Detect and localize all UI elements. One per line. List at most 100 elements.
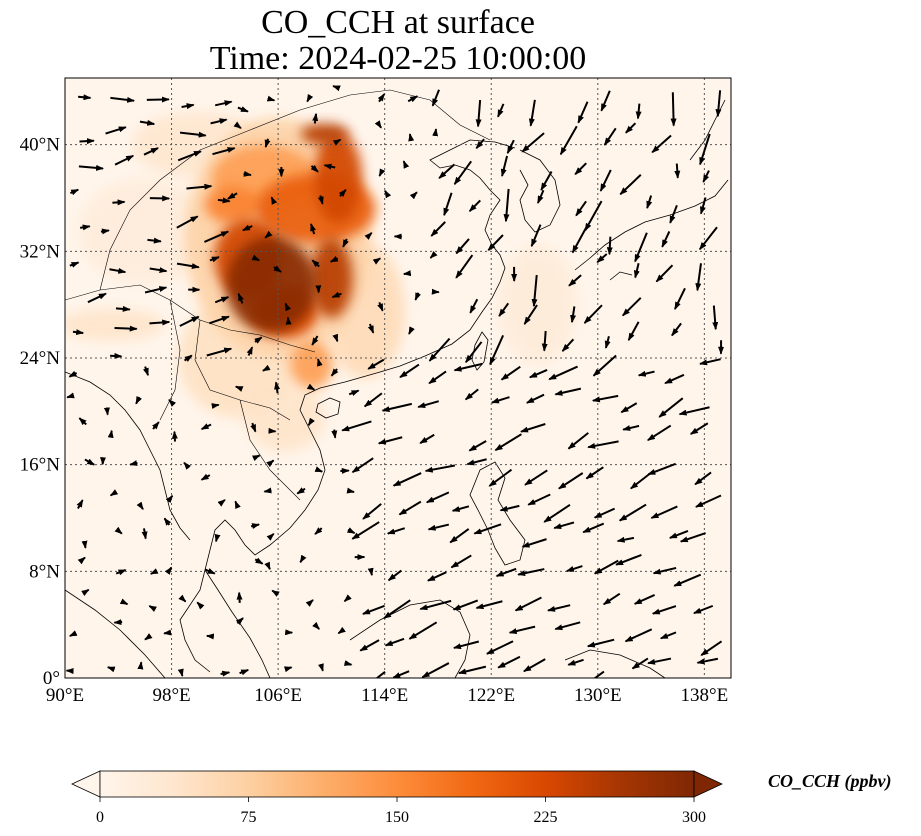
wind-arrow (72, 329, 85, 336)
wind-arrow (561, 338, 575, 352)
wind-arrow (81, 540, 88, 549)
wind-arrow (615, 553, 642, 566)
wind-arrow (377, 436, 403, 445)
wind-arrow (473, 523, 502, 535)
wind-arrow (236, 591, 243, 603)
wind-arrow (299, 554, 307, 564)
wind-arrow (149, 267, 168, 274)
wind-arrow (200, 473, 211, 481)
wind-arrow (634, 232, 648, 263)
wind-arrow (528, 368, 548, 379)
wind-arrow (637, 370, 655, 377)
wind-arrow (178, 594, 187, 603)
wind-arrow (661, 230, 671, 248)
wind-arrow (264, 230, 273, 239)
colorbar-min-extension (71, 770, 101, 798)
wind-arrow (181, 103, 195, 110)
korea-outline (519, 149, 561, 233)
wind-arrow (312, 112, 319, 124)
wind-arrow (514, 596, 542, 612)
wind-arrow (674, 287, 686, 310)
wind-arrow (699, 358, 721, 366)
wind-arrow (419, 433, 435, 444)
wind-arrow (317, 195, 324, 205)
wind-arrow (449, 528, 470, 544)
wind-arrow (109, 267, 127, 274)
wind-arrow (669, 204, 678, 224)
wind-arrow (341, 420, 372, 432)
wind-arrow (78, 94, 92, 101)
wind-arrow (408, 621, 438, 640)
wind-arrow (183, 354, 193, 362)
wind-arrow (79, 224, 91, 231)
wind-arrow (450, 554, 472, 569)
wind-arrow (425, 491, 450, 504)
wind-arrow (497, 103, 505, 118)
wind-arrow (567, 432, 589, 450)
wind-arrow (306, 383, 316, 391)
wind-arrow (399, 363, 420, 379)
wind-arrow (453, 640, 480, 650)
wind-arrow (242, 224, 253, 232)
wind-arrow (69, 261, 80, 268)
wind-arrow (206, 347, 233, 357)
wind-arrow (346, 527, 356, 535)
wind-arrow (113, 619, 123, 626)
map-frame (64, 77, 732, 679)
chart-title-line-1: CO_CCH at surface (261, 4, 535, 41)
wind-arrow (77, 556, 86, 565)
wind-arrow (567, 658, 584, 666)
wind-arrow (196, 601, 205, 610)
wind-arrow (386, 527, 406, 535)
wind-arrow (81, 588, 90, 597)
wind-arrow (381, 402, 413, 413)
wind-arrow (453, 160, 472, 185)
wind-arrow (112, 199, 126, 206)
wind-arrow (311, 259, 320, 268)
wind-arrow (271, 589, 280, 597)
wind-arrow (237, 106, 249, 113)
wind-arrow (599, 169, 612, 192)
wind-arrow (210, 118, 228, 125)
concentration-field (65, 111, 578, 452)
wind-arrow (408, 133, 415, 142)
wind-arrow (183, 461, 191, 470)
wind-arrow (176, 262, 200, 270)
wind-arrow (527, 493, 551, 506)
wind-arrow (698, 226, 718, 251)
wind-arrow (177, 668, 184, 677)
wind-arrow (536, 189, 545, 204)
wind-arrow (164, 566, 173, 575)
wind-arrow (700, 640, 723, 657)
wind-arrow (475, 600, 503, 610)
wind-arrow (331, 429, 338, 439)
wind-arrow (312, 621, 320, 630)
wind-arrow (428, 370, 447, 385)
wind-arrow (263, 487, 272, 494)
wind-arrow (679, 532, 706, 543)
wind-arrow (541, 330, 548, 352)
wind-arrow (553, 521, 575, 530)
concentration-plume (226, 236, 317, 333)
wind-arrow (367, 567, 374, 577)
wind-arrow (363, 392, 383, 408)
wind-arrow (402, 160, 410, 169)
wind-arrow (671, 322, 682, 337)
wind-arrow (559, 125, 578, 156)
wind-arrow (455, 254, 474, 279)
wind-arrow (141, 528, 148, 540)
map-axes: 90°E 98°E 106°E 114°E 122°E 130°E 138°E 0° 8°N 16… (20, 135, 729, 706)
wind-arrow (375, 671, 386, 678)
wind-arrow (398, 500, 422, 516)
wind-arrow (625, 122, 637, 134)
wind-arrow (305, 599, 314, 607)
wind-arrow (424, 464, 456, 473)
wind-arrow (79, 138, 95, 145)
lon-tick-label: 138°E (681, 685, 729, 706)
wind-arrow (593, 507, 616, 519)
wind-arrow (664, 373, 685, 385)
wind-arrow (68, 370, 78, 378)
wind-arrow (624, 628, 653, 643)
wind-arrow (204, 568, 216, 575)
